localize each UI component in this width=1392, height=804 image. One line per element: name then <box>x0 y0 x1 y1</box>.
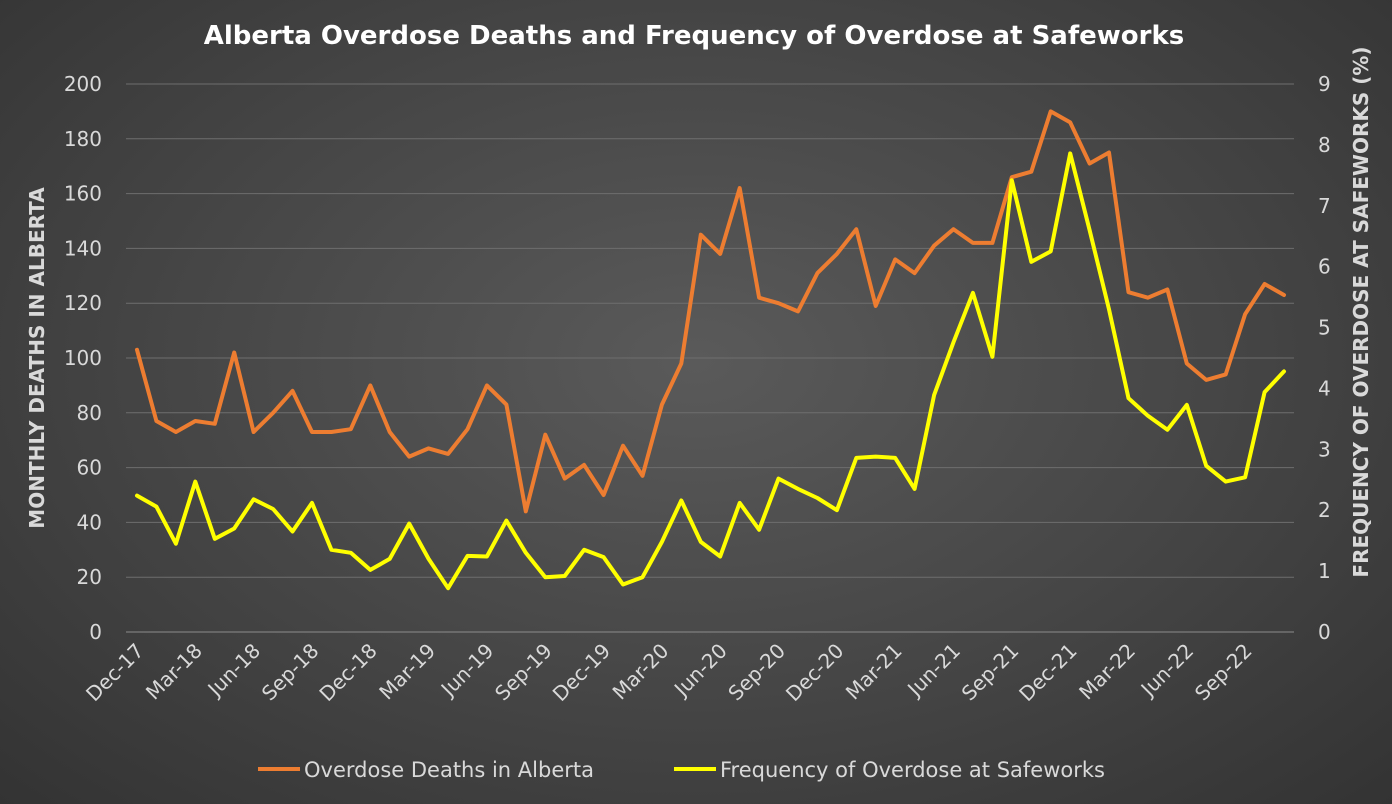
x-tick-label: Dec-21 <box>1014 639 1081 706</box>
x-axis-ticks: Dec-17Mar-18Jun-18Sep-18Dec-18Mar-19Jun-… <box>81 639 1257 706</box>
x-tick-label: Sep-20 <box>723 639 790 706</box>
right-axis-ticks: 0 1 2 3 4 5 6 7 8 9 <box>1318 72 1331 644</box>
left-tick-label: 180 <box>64 127 102 151</box>
legend-label-deaths: Overdose Deaths in Alberta <box>304 758 594 782</box>
left-tick-label: 120 <box>64 291 102 315</box>
right-axis-title: FREQUENCY OF OVERDOSE AT SAFEWORKS (%) <box>1349 46 1373 577</box>
x-tick-label: Sep-19 <box>490 639 557 706</box>
series-deaths <box>135 109 1286 514</box>
x-tick-label: Mar-22 <box>1074 639 1140 705</box>
left-tick-label: 140 <box>64 236 102 260</box>
x-tick-label: Mar-19 <box>374 639 440 705</box>
series-line <box>135 109 1286 514</box>
right-tick-label: 9 <box>1318 72 1331 96</box>
x-tick-label: Sep-22 <box>1190 639 1257 706</box>
x-tick-label: Mar-18 <box>141 639 207 705</box>
left-tick-label: 40 <box>77 510 102 534</box>
left-tick-label: 20 <box>77 565 102 589</box>
x-tick-label: Jun-19 <box>435 639 499 703</box>
right-tick-label: 5 <box>1318 316 1331 340</box>
left-tick-label: 200 <box>64 72 102 96</box>
right-tick-label: 0 <box>1318 620 1331 644</box>
x-tick-label: Jun-18 <box>202 639 266 703</box>
x-tick-label: Dec-18 <box>314 639 381 706</box>
series-line <box>135 151 1286 591</box>
x-tick-label: Jun-21 <box>901 639 965 703</box>
legend-item-frequency: Frequency of Overdose at Safeworks <box>674 758 1105 782</box>
x-tick-label: Jun-22 <box>1135 639 1199 703</box>
x-tick-label: Dec-17 <box>81 639 148 706</box>
left-tick-label: 100 <box>64 346 102 370</box>
series-lines <box>135 109 1286 591</box>
left-tick-label: 80 <box>77 401 102 425</box>
legend-label-frequency: Frequency of Overdose at Safeworks <box>720 758 1105 782</box>
x-tick-label: Mar-20 <box>608 639 674 705</box>
x-tick-label: Jun-20 <box>668 639 732 703</box>
x-tick-label: Dec-19 <box>548 639 615 706</box>
left-axis-title: MONTHLY DEATHS IN ALBERTA <box>25 187 49 529</box>
right-tick-label: 3 <box>1318 437 1331 461</box>
left-axis-ticks: 0 20 40 60 80 100 120 140 160 180 200 <box>64 72 102 644</box>
right-tick-label: 6 <box>1318 255 1331 279</box>
legend-item-deaths: Overdose Deaths in Alberta <box>258 758 594 782</box>
right-tick-label: 4 <box>1318 376 1331 400</box>
legend: Overdose Deaths in Alberta Frequency of … <box>258 758 1105 782</box>
right-tick-label: 2 <box>1318 498 1331 522</box>
right-tick-label: 1 <box>1318 559 1331 583</box>
chart-title: Alberta Overdose Deaths and Frequency of… <box>204 21 1185 51</box>
right-tick-label: 8 <box>1318 133 1331 157</box>
x-tick-label: Sep-18 <box>257 639 324 706</box>
left-tick-label: 160 <box>64 182 102 206</box>
x-tick-label: Sep-21 <box>957 639 1024 706</box>
x-tick-label: Mar-21 <box>841 639 907 705</box>
left-tick-label: 60 <box>77 456 102 480</box>
series-frequency <box>135 151 1286 591</box>
left-tick-label: 0 <box>89 620 102 644</box>
x-tick-label: Dec-20 <box>781 639 848 706</box>
right-tick-label: 7 <box>1318 194 1331 218</box>
